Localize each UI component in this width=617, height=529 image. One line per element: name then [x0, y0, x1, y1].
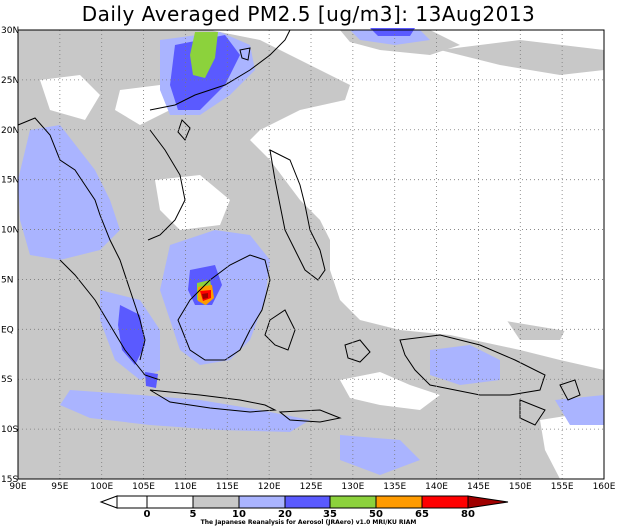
lon-tick-label: 160E	[593, 482, 616, 492]
lon-tick-label: 110E	[174, 482, 197, 492]
longitude-tick-labels: 90E 95E 100E 105E 110E 115E 120E 125E 130E 135E 14…	[9, 482, 615, 492]
lat-tick-label: 15S	[1, 475, 18, 485]
lat-lon-grid	[18, 30, 604, 479]
latitude-tick-labels: 15S 10S 5S EQ 5N 10N 15N 20N 25N 30N	[1, 26, 19, 485]
lon-tick-label: 130E	[341, 482, 364, 492]
lat-tick-label: 25N	[1, 76, 19, 86]
pm25-field-hotspot	[198, 285, 214, 305]
lon-tick-label: 155E	[551, 482, 574, 492]
lat-tick-label: 5N	[1, 275, 13, 285]
pm25-field-blue	[118, 28, 415, 388]
lat-tick-label: 10N	[1, 226, 19, 236]
map-frame	[17, 29, 605, 480]
lon-tick-label: 120E	[258, 482, 281, 492]
colorbar-segment	[284, 495, 331, 509]
colorbar-label: 80	[461, 509, 475, 520]
pm25-field-white	[40, 75, 604, 479]
lon-tick-label: 145E	[467, 482, 490, 492]
colorbar-segment	[421, 495, 469, 509]
colorbar-label: 5	[190, 509, 197, 520]
lon-tick-label: 95E	[51, 482, 68, 492]
colorbar-label: 35	[323, 509, 337, 520]
lon-tick-label: 135E	[383, 482, 406, 492]
colorbar-segment	[192, 495, 240, 509]
colorbar-under-triangle	[99, 495, 118, 509]
lon-tick-label: 100E	[90, 482, 113, 492]
colorbar-label: 50	[369, 509, 383, 520]
colorbar-segment	[329, 495, 377, 509]
colorbar-label: 10	[232, 509, 246, 520]
coastlines	[17, 29, 581, 426]
colorbar-segment	[146, 495, 194, 509]
colorbar-label: 65	[415, 509, 429, 520]
lat-tick-label: 10S	[1, 425, 18, 435]
lat-tick-label: 5S	[1, 375, 13, 385]
colorbar-segment	[375, 495, 423, 509]
lon-tick-label: 150E	[509, 482, 532, 492]
colorbar-label: 0	[144, 509, 151, 520]
lat-tick-label: 30N	[1, 26, 19, 36]
map-title: Daily Averaged PM2.5 [ug/m3]: 13Aug2013	[81, 2, 536, 26]
lat-tick-label: EQ	[1, 325, 14, 335]
lon-tick-label: 105E	[132, 482, 155, 492]
lat-tick-label: 20N	[1, 126, 19, 136]
lon-tick-label: 125E	[300, 482, 323, 492]
lon-tick-label: 140E	[425, 482, 448, 492]
colorbar-label: 20	[278, 509, 292, 520]
lat-tick-label: 15N	[1, 176, 19, 186]
colorbar-over-triangle	[467, 495, 509, 509]
lon-tick-label: 115E	[216, 482, 239, 492]
map-plot-area	[17, 28, 605, 480]
credit-text: The Japanese Reanalysis for Aerosol (JRA…	[200, 519, 417, 526]
colorbar: 0 5 10 20 35 50 65 80	[99, 495, 509, 520]
colorbar-segment	[116, 495, 148, 509]
lon-tick-label: 90E	[9, 482, 26, 492]
colorbar-segment	[238, 495, 286, 509]
